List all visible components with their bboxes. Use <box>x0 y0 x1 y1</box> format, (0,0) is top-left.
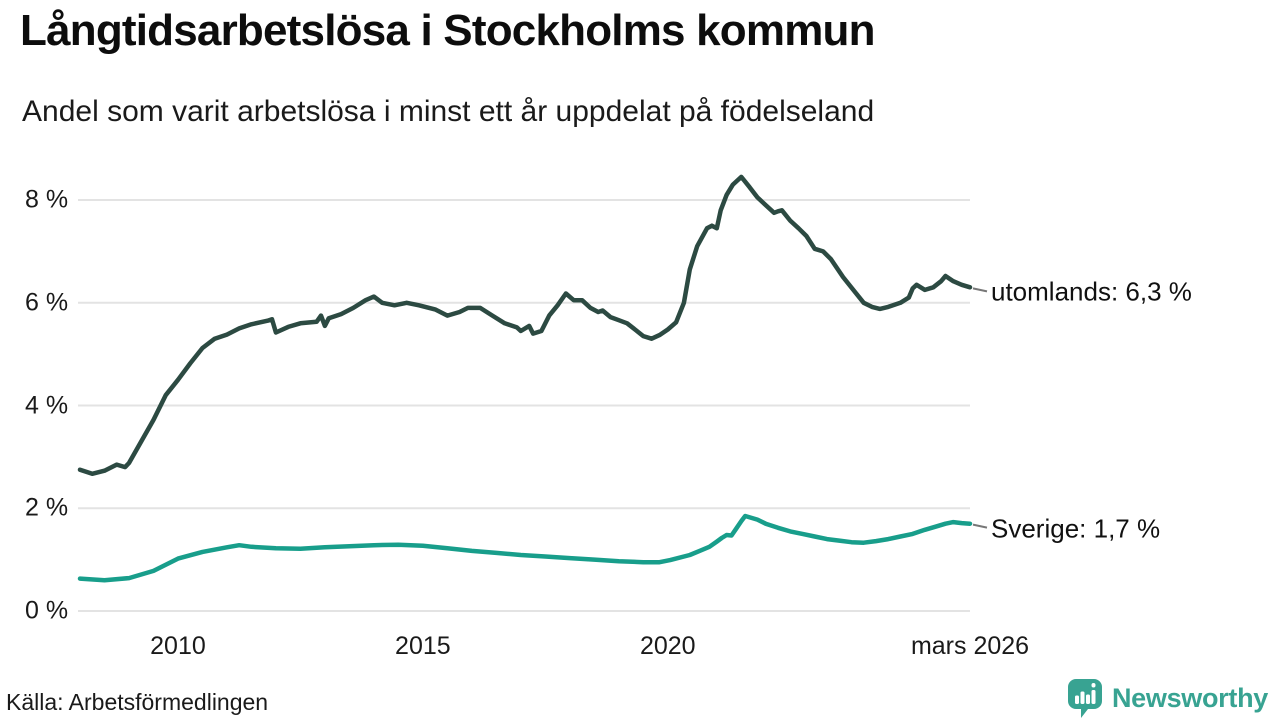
y-axis-tick-6: 6 % <box>25 288 69 317</box>
series-label-utomlands: utomlands: 6,3 % <box>991 276 1192 307</box>
x-axis-tick-2015: 2015 <box>395 632 451 660</box>
x-axis-tick-mars-2026: mars 2026 <box>910 632 1030 660</box>
y-axis-tick-8: 8 % <box>25 185 69 214</box>
series-line-sverige <box>77 513 973 583</box>
newsworthy-logo-icon <box>1067 679 1102 718</box>
series-line-utomlands <box>77 174 973 477</box>
page-subtitle: Andel som varit arbetslösa i minst ett å… <box>22 95 875 128</box>
y-axis-tick-4: 4 % <box>25 391 69 419</box>
newsworthy-logo: Newsworthy <box>1067 678 1268 718</box>
x-axis-tick-2010: 2010 <box>150 632 206 660</box>
x-axis-tick-2020: 2020 <box>639 632 696 660</box>
label-connector-sverige <box>972 523 988 529</box>
gridlines <box>78 199 970 612</box>
y-axis-tick-0: 0 % <box>25 596 69 625</box>
newsworthy-logo-text: Newsworthy <box>1111 682 1268 713</box>
source-note: Källa: Arbetsförmedlingen <box>6 689 269 715</box>
label-connector-utomlands <box>972 287 988 293</box>
series-label-sverige: Sverige: 1,7 % <box>991 513 1161 544</box>
page-title: Långtidsarbetslösa i Stockholms kommun <box>20 6 875 55</box>
y-axis-tick-2: 2 % <box>25 493 69 522</box>
